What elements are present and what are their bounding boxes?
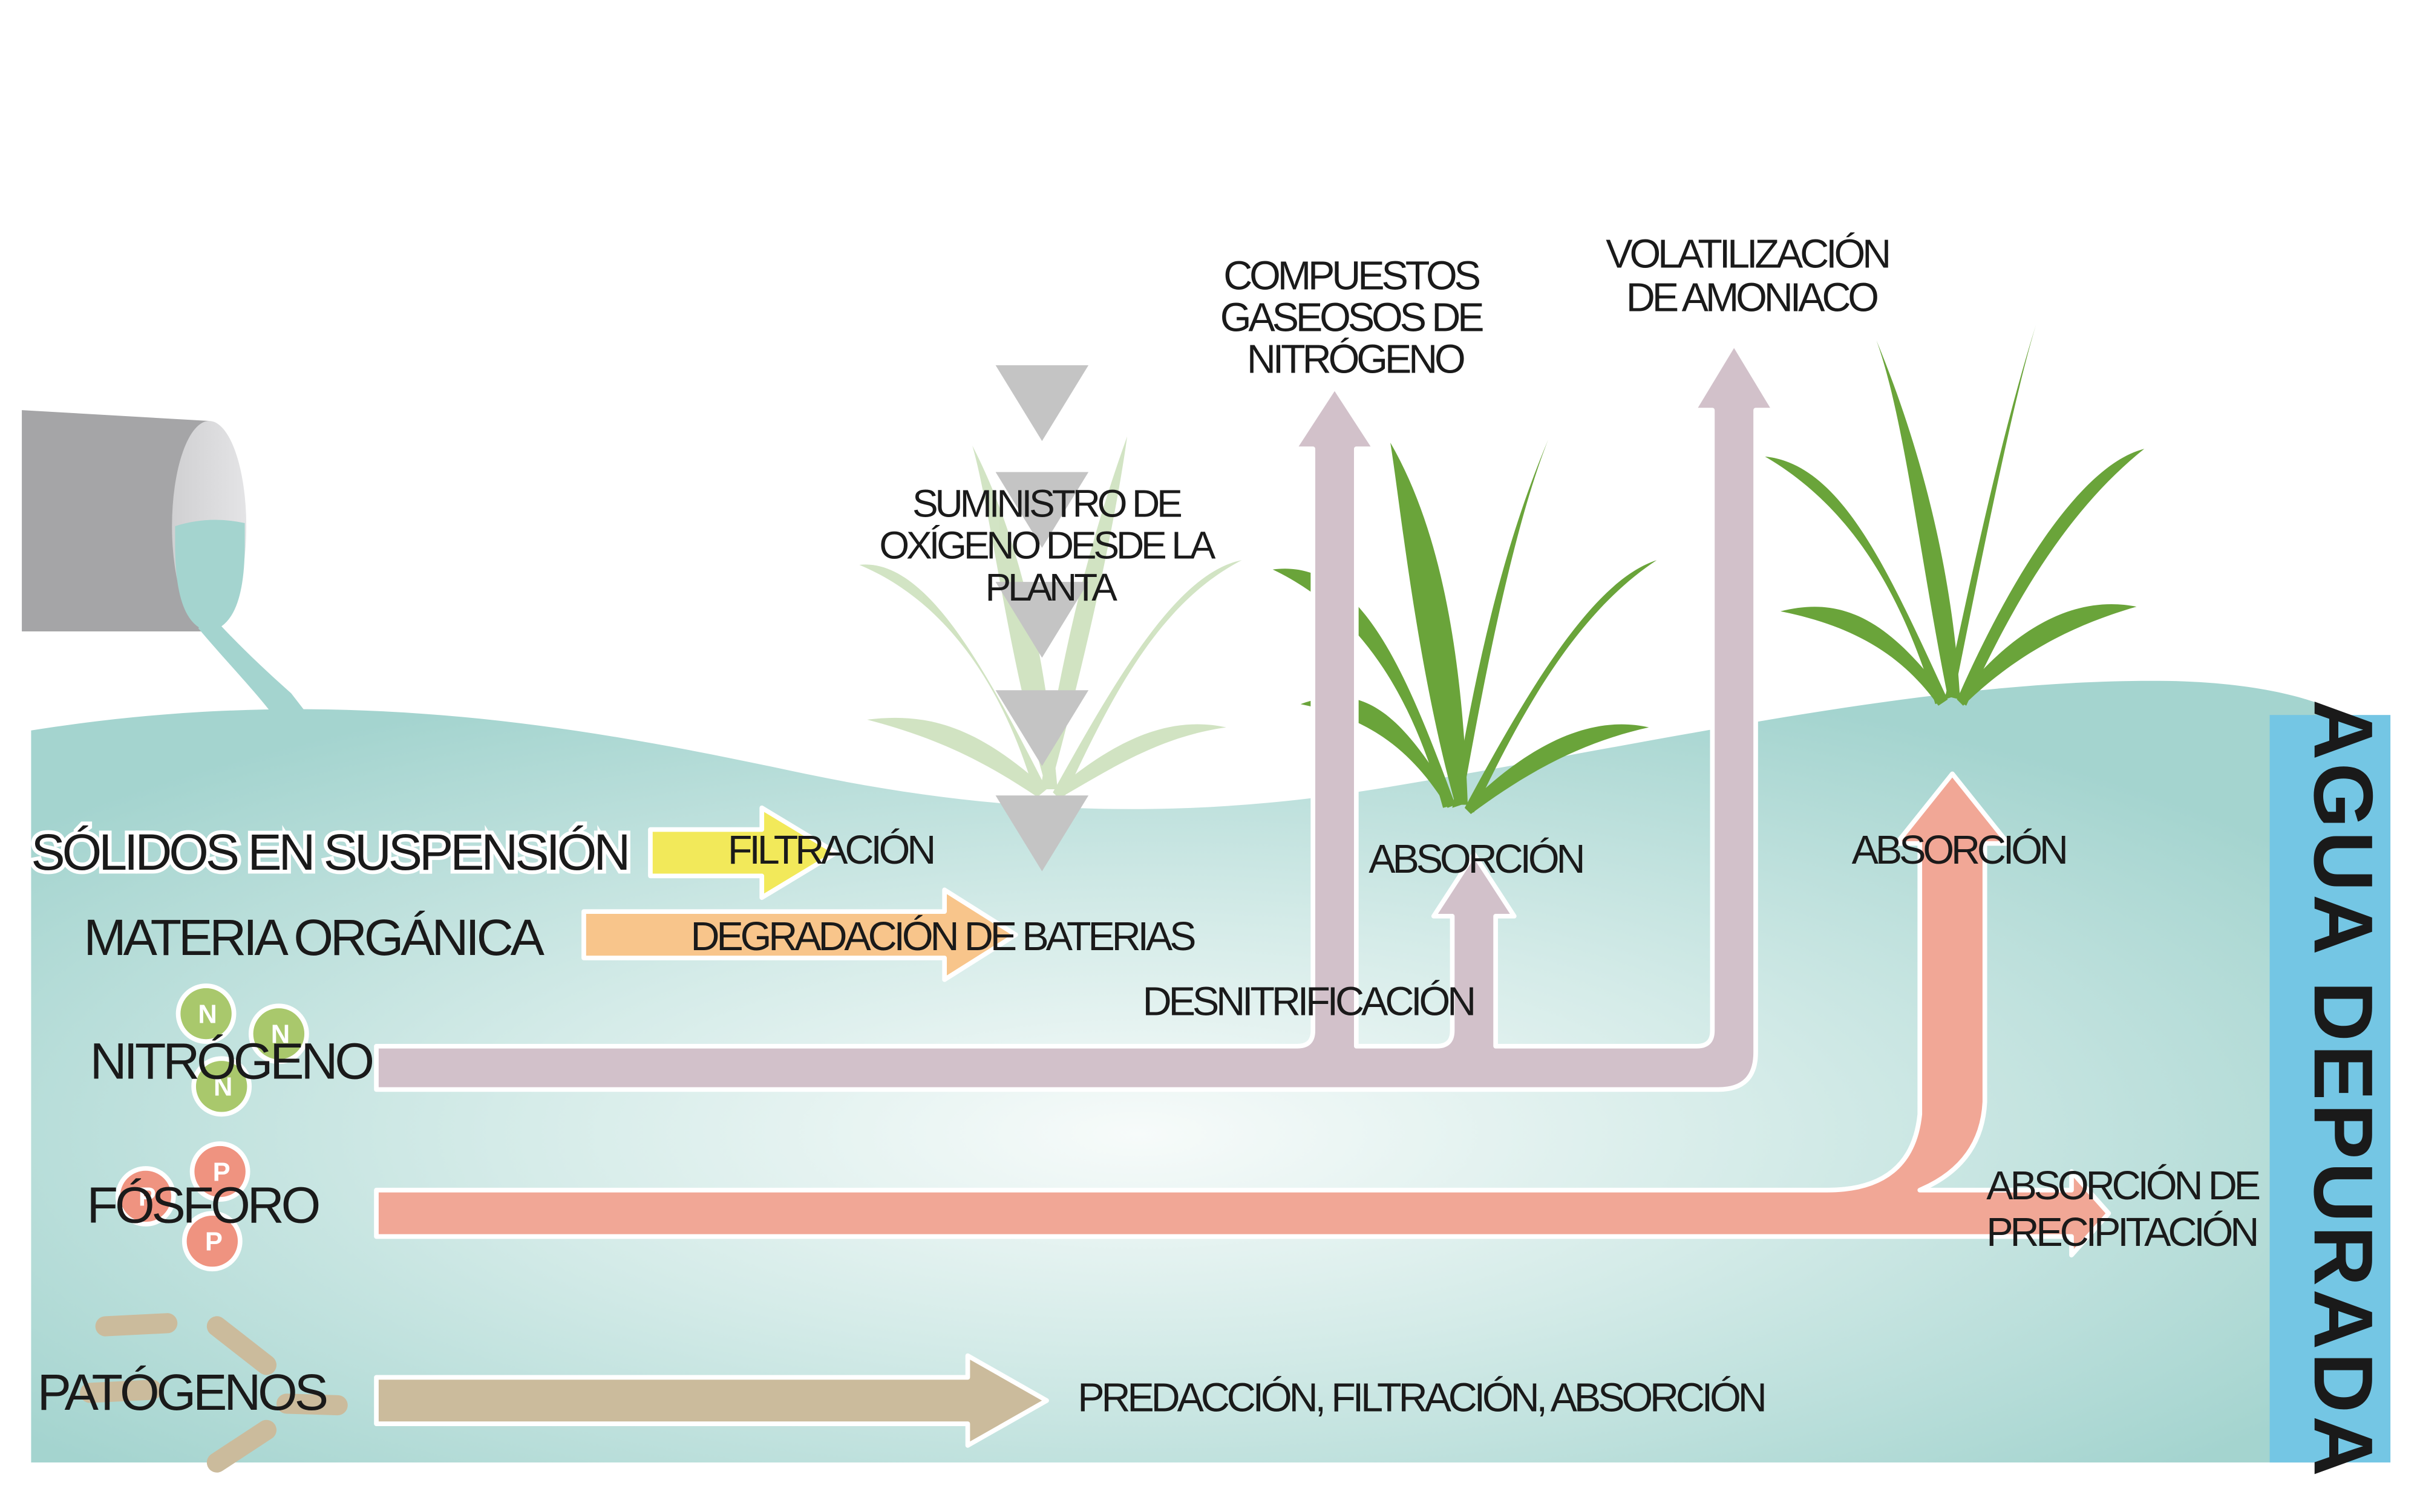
- volatilization-label: VOLATILIZACIÓN DE AMONIACO: [1606, 232, 1896, 321]
- absorption-middle-label: ABSORCIÓN: [1369, 837, 1582, 882]
- nitrogen-arrows: [374, 341, 1777, 1092]
- filtration-arrow: [648, 805, 839, 900]
- absorption-right-label: ABSORCIÓN: [1852, 828, 2065, 873]
- phosphorus-label: FÓSFORO: [87, 1176, 319, 1233]
- phosphorus-balls: P P P: [115, 1141, 250, 1272]
- nitrogen-symbol: N: [198, 1000, 215, 1029]
- solids-label: SÓLIDOS EN SUSPENSIÓN: [31, 824, 627, 881]
- denitrification-label: DESNITRIFICACIÓN: [1143, 980, 1473, 1025]
- inflow-pipe: [22, 410, 318, 728]
- degradation-arrow: [581, 887, 1018, 982]
- organic-matter-label: MATERIA ORGÁNICA: [83, 909, 544, 966]
- pouring-water: [198, 613, 318, 728]
- nitrogen-main-arrow: [374, 341, 1777, 1092]
- filtration-label: FILTRACIÓN: [728, 828, 933, 873]
- clean-water-label: AGUA DEPURADA: [2297, 700, 2390, 1479]
- clean-water-band: [2269, 715, 2391, 1463]
- nitrogen-label: NITRÓGENO: [90, 1033, 373, 1090]
- absorption-precipitation-label: ABSORCIÓN DE PRECIPITACIÓN: [1986, 1164, 2266, 1255]
- pathogen-process-label: PREDACCIÓN, FILTRACIÓN, ABSORCIÓN: [1078, 1376, 1764, 1421]
- phosphorus-arrow: [374, 771, 2111, 1258]
- oxygen-triangles: [995, 365, 1089, 872]
- plant-right: [1765, 325, 2145, 706]
- nitrogen-balls: N N N: [175, 983, 309, 1117]
- degradation-label: DEGRADACIÓN DE BATERIAS: [691, 914, 1195, 959]
- pathogens-label: PATÓGENOS: [38, 1364, 327, 1421]
- oxygen-supply-label: SUMINISTRO DE OXÍGENO DESDE LA PLANTA: [879, 482, 1220, 609]
- gas-compounds-label: COMPUESTOS GASEOSOS DE NITRÓGENO: [1220, 254, 1490, 382]
- pathogen-arrow: [374, 1353, 1049, 1448]
- plant-middle: [1272, 439, 1657, 814]
- pathogen-rods: [80, 1313, 348, 1473]
